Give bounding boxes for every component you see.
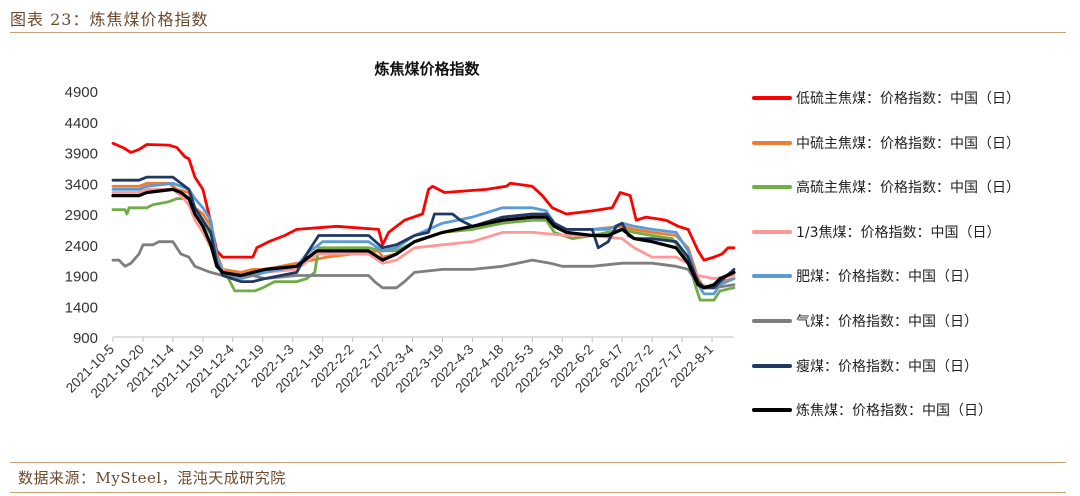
chart-area: 炼焦煤价格指数 900 1400 1900 2400 2900 3400 3900 4400 4… xyxy=(63,60,736,401)
y-tick-label: 2400 xyxy=(65,238,98,255)
y-tick-label: 4900 xyxy=(65,84,98,101)
legend-label: 气煤：价格指数：中国（日） xyxy=(796,314,978,330)
y-tick-label: 4400 xyxy=(65,115,98,132)
chart-title: 炼焦煤价格指数 xyxy=(374,60,480,78)
y-tick-label: 3400 xyxy=(65,176,98,193)
legend-item: 肥煤：价格指数：中国（日） xyxy=(752,266,978,286)
legend-swatch xyxy=(752,319,792,323)
series-line-6 xyxy=(111,240,736,290)
series-line-1 xyxy=(111,141,736,262)
figure-title: 图表 23：炼焦煤价格指数 xyxy=(10,10,209,29)
bottom-rule-lower xyxy=(10,492,1066,493)
legend-item: 中硫主焦煤：价格指数：中国（日） xyxy=(752,133,1020,153)
legend-item: 瘦煤：价格指数：中国（日） xyxy=(752,356,978,376)
legend-label: 炼焦煤：价格指数：中国（日） xyxy=(796,403,992,420)
series-layer xyxy=(111,141,736,302)
legend-swatch xyxy=(752,363,792,368)
top-rule xyxy=(10,32,1066,33)
series-line-3 xyxy=(111,197,736,302)
series-line-8 xyxy=(111,187,736,290)
legend-swatch xyxy=(752,185,792,190)
legend-item: 炼焦煤：价格指数：中国（日） xyxy=(752,400,992,420)
y-tick-label: 2900 xyxy=(65,207,98,224)
source-note: 数据来源：MySteel，混沌天成研究院 xyxy=(18,469,286,487)
y-axis: 900 1400 1900 2400 2900 3400 3900 4400 4900 xyxy=(65,84,98,347)
y-tick-label: 1900 xyxy=(65,269,98,286)
legend-item: 气煤：价格指数：中国（日） xyxy=(752,311,978,331)
legend-item: 低硫主焦煤：价格指数：中国（日） xyxy=(752,88,1020,108)
legend-label: 低硫主焦煤：价格指数：中国（日） xyxy=(796,91,1020,107)
legend-label: 瘦煤：价格指数：中国（日） xyxy=(796,358,978,375)
legend-label: 1/3焦煤：价格指数：中国（日） xyxy=(796,224,1001,241)
y-tick-label: 1400 xyxy=(65,299,98,316)
legend-swatch xyxy=(752,408,792,413)
legend-swatch xyxy=(752,274,792,279)
legend-item: 高硫主焦煤：价格指数：中国（日） xyxy=(752,177,1020,197)
legend-item: 1/3焦煤：价格指数：中国（日） xyxy=(752,222,1001,242)
y-tick-label: 3900 xyxy=(65,146,98,163)
series-line-4 xyxy=(111,188,736,280)
bottom-rule xyxy=(10,462,1066,463)
legend-swatch xyxy=(752,229,792,234)
legend-label: 高硫主焦煤：价格指数：中国（日） xyxy=(796,180,1020,197)
legend-swatch xyxy=(752,96,792,100)
legend-label: 肥煤：价格指数：中国（日） xyxy=(796,269,978,286)
y-tick-label: 900 xyxy=(73,330,98,347)
x-axis: 2021-10-52021-10-202021-11-42021-11-1920… xyxy=(63,336,734,401)
legend-label: 中硫主焦煤：价格指数：中国（日） xyxy=(796,135,1020,152)
legend-swatch xyxy=(752,140,792,145)
